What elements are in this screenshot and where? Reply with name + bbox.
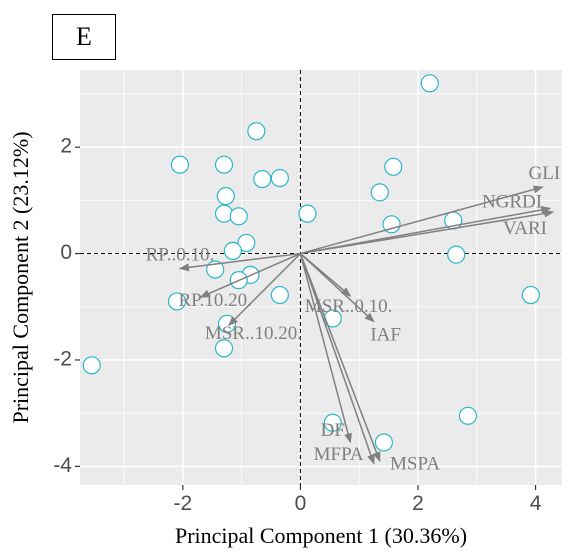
plot-background [80,70,562,485]
data-point [223,241,242,260]
data-point [247,122,266,141]
data-point [270,285,289,305]
data-point [214,155,234,174]
data-point [370,183,389,202]
loading-arrow [178,252,301,272]
data-point [298,204,317,223]
data-point [270,168,289,188]
x-tick-label: -2 [174,492,193,515]
data-point [237,233,256,253]
loading-arrow [299,253,375,323]
x-tick-label: 2 [412,492,424,515]
loading-arrow [228,253,301,327]
loading-label: DF [321,420,345,441]
loading-arrow [299,253,375,465]
y-tick-label: 2 [60,135,72,158]
data-point [82,356,101,375]
loading-arrow [299,253,381,462]
loading-label: GLI [529,163,561,184]
loading-label: MSR..10.20. [205,323,302,344]
loading-label: RP.10.20. [178,290,251,311]
data-point [458,406,478,425]
data-point [323,309,342,328]
x-axis-ticks: -2 0 2 4 [174,485,542,515]
loading-label: MSPA [390,454,440,475]
data-point [382,215,401,234]
panel-label: E [52,14,116,60]
y-tick-label: 0 [60,241,72,264]
loading-arrow [300,209,555,255]
data-point [253,169,272,189]
loading-arrow [299,253,352,444]
y-tick-label: -4 [53,454,72,477]
x-tick-label: 4 [530,492,542,515]
loading-label: IAF [370,324,401,345]
data-point [420,74,439,93]
loading-label: RP..0.10. [146,245,215,266]
data-point [323,413,342,432]
loading-arrow [300,185,544,255]
panel-label-text: E [76,22,92,51]
data-points [82,74,540,452]
data-point [170,155,190,174]
data-point [384,157,403,176]
loading-label: NGRDI [482,191,542,212]
data-point [229,207,248,226]
data-point [167,292,187,311]
x-tick-label: 0 [295,492,307,515]
data-point [447,245,466,264]
data-point [214,339,234,358]
data-point [374,433,393,452]
loading-label: MSR..0.10. [305,296,393,317]
y-tick-label: -2 [53,348,72,371]
loading-label: VARI [503,218,547,239]
loading-label: MFPA [314,444,364,465]
loading-arrows [178,185,555,465]
data-point [521,285,540,305]
zero-lines [80,70,562,485]
x-axis-title: Principal Component 1 (30.36%) [175,523,467,548]
y-axis-ticks: -4 -2 0 2 [53,135,80,477]
data-point [216,186,235,206]
y-axis-title: Principal Component 2 (23.12%) [8,131,33,423]
loading-labels: GLI NGRDI VARI RP..0.10. RP.10.20. MSR..0.10.… [146,163,561,475]
data-point [214,204,234,223]
loading-arrow [199,252,301,298]
